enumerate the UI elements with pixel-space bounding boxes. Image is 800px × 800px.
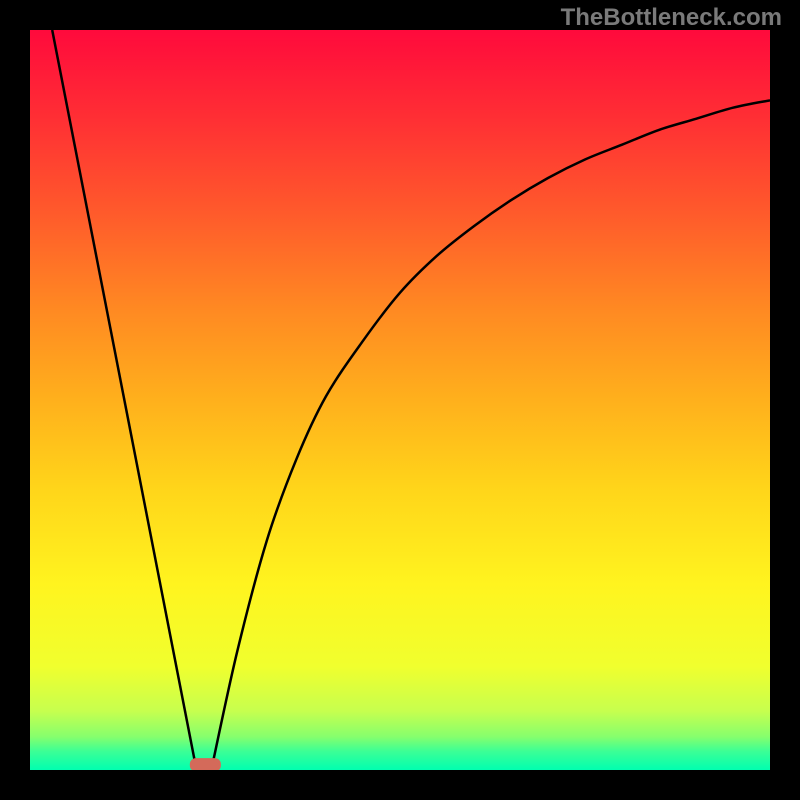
gradient-background xyxy=(30,30,770,770)
dip-marker xyxy=(190,758,221,770)
chart-container: TheBottleneck.com xyxy=(0,0,800,800)
watermark-text: TheBottleneck.com xyxy=(561,4,782,32)
plot-svg xyxy=(30,30,770,770)
